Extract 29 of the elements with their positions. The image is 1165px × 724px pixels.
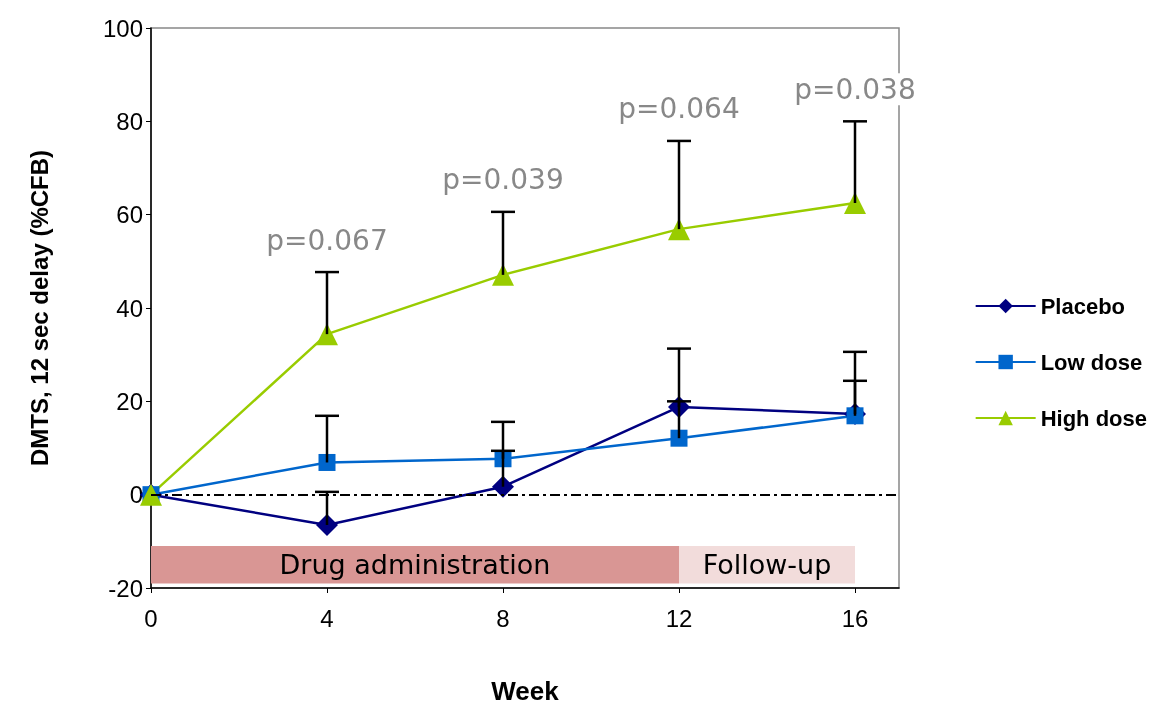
x-axis-title: Week bbox=[491, 676, 560, 706]
band-label: Follow-up bbox=[702, 549, 832, 581]
legend-label: High dose bbox=[1040, 405, 1148, 431]
y-tick-label: 0 bbox=[129, 481, 143, 509]
y-tick-label: 100 bbox=[102, 14, 143, 42]
x-tick-label: 12 bbox=[665, 604, 693, 632]
x-tick-label: 16 bbox=[841, 604, 869, 632]
point bbox=[318, 453, 336, 471]
point bbox=[316, 514, 338, 536]
x-tick-label: 4 bbox=[320, 604, 334, 632]
y-tick-label: 40 bbox=[116, 294, 143, 322]
y-tick-label: 20 bbox=[116, 387, 143, 415]
point bbox=[670, 429, 688, 447]
x-tick-label: 8 bbox=[496, 604, 510, 632]
band-label: Drug administration bbox=[279, 549, 551, 581]
y-tick-label: 80 bbox=[116, 107, 143, 135]
annotation: p=0.039 bbox=[442, 163, 564, 197]
y-tick-label: -20 bbox=[108, 574, 143, 602]
legend-label: Low dose bbox=[1040, 349, 1143, 375]
point bbox=[316, 323, 338, 346]
y-tick-label: 60 bbox=[116, 201, 143, 229]
point bbox=[846, 407, 864, 425]
annotation: p=0.064 bbox=[618, 92, 740, 126]
point bbox=[668, 218, 690, 241]
point bbox=[844, 192, 866, 214]
annotation: p=0.067 bbox=[266, 223, 388, 257]
legend-label: Placebo bbox=[1040, 293, 1126, 319]
y-axis-title: DMTS, 12 sec delay (%CFB) bbox=[25, 149, 53, 467]
annotation: p=0.038 bbox=[794, 72, 916, 106]
